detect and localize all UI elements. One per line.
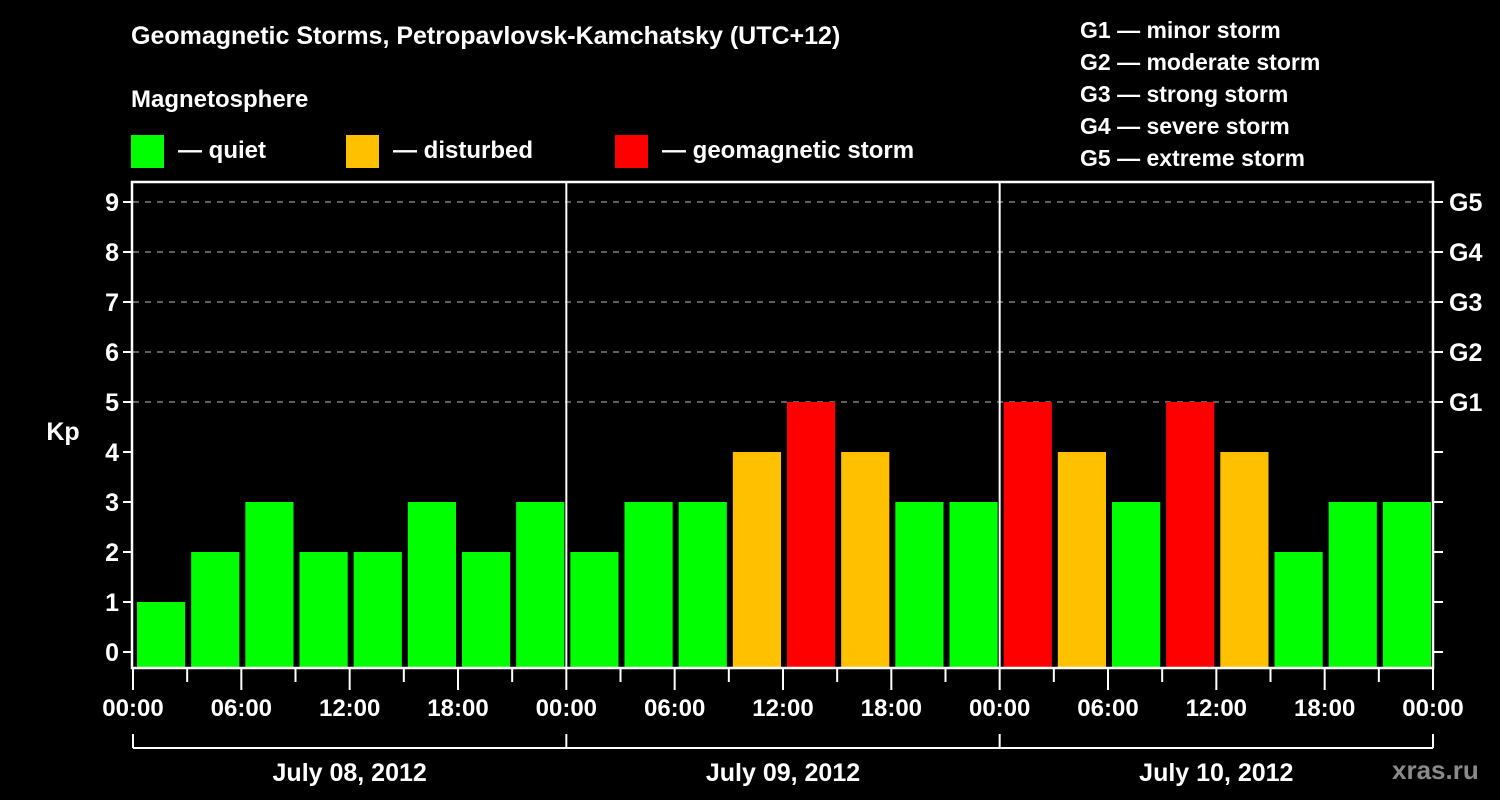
- kp-bar: [299, 552, 348, 667]
- y-tick-label: 9: [105, 189, 119, 217]
- kp-bar: [1112, 502, 1161, 667]
- legend-item-storm: — geomagnetic storm: [615, 134, 914, 168]
- kp-bar: [949, 502, 998, 667]
- y-tick-label: 5: [105, 389, 119, 417]
- right-axis-labels: G1 G2 G3 G4 G5: [1449, 189, 1482, 417]
- g-level-label: G4: [1449, 239, 1482, 267]
- storm-scale-g5: G5 — extreme storm: [1080, 145, 1305, 171]
- axes: [123, 180, 1443, 749]
- kp-bar: [1274, 552, 1323, 667]
- x-tick-label: 06:00: [644, 695, 705, 722]
- x-tick-label: 06:00: [211, 695, 272, 722]
- watermark: xras.ru: [1392, 755, 1479, 785]
- x-tick-label: 06:00: [1077, 695, 1138, 722]
- kp-bar: [1220, 452, 1269, 667]
- kp-bar: [1328, 502, 1377, 667]
- kp-bar: [1382, 502, 1431, 667]
- kp-bar: [191, 552, 240, 667]
- x-tick-label: 12:00: [752, 695, 813, 722]
- g-level-label: G3: [1449, 289, 1482, 317]
- x-tick-label: 18:00: [427, 695, 488, 722]
- x-tick-label: 00:00: [536, 695, 597, 722]
- legend-item-quiet: — quiet: [131, 134, 266, 168]
- kp-bar: [841, 452, 890, 667]
- y-tick-label: 4: [105, 439, 119, 467]
- kp-bar: [895, 502, 944, 667]
- x-tick-label: 00:00: [1402, 695, 1463, 722]
- y-tick-label: 8: [105, 239, 119, 267]
- y-axis-title: Kp: [46, 418, 79, 446]
- day-label: July 08, 2012: [273, 759, 427, 787]
- storm-scale-g2: G2 — moderate storm: [1080, 49, 1321, 75]
- kp-bar: [1166, 402, 1215, 667]
- y-tick-label: 7: [105, 289, 119, 317]
- kp-bar: [678, 502, 727, 667]
- day-label: July 10, 2012: [1139, 759, 1293, 787]
- kp-bar: [570, 552, 619, 667]
- legend-item-disturbed: — disturbed: [346, 134, 533, 168]
- kp-bar: [462, 552, 511, 667]
- x-tick-label: 18:00: [861, 695, 922, 722]
- x-tick-label: 00:00: [969, 695, 1030, 722]
- y-tick-label: 3: [105, 489, 119, 517]
- legend-label-quiet: — quiet: [178, 137, 266, 164]
- disturbed-swatch-icon: [346, 134, 379, 168]
- y-axis-labels: 0 1 2 3 4 5 6 7 8 9: [105, 189, 119, 667]
- y-tick-label: 0: [105, 639, 119, 667]
- kp-bar: [516, 502, 565, 667]
- y-tick-label: 2: [105, 539, 119, 567]
- grid-lines: [133, 201, 1433, 403]
- x-axis-labels: 00:00 06:00 12:00 18:00 00:00 06:00 12:00 18:00…: [102, 695, 1463, 722]
- storm-scale-legend: G1 — minor storm G2 — moderate storm G3 …: [1080, 14, 1320, 174]
- day-labels: July 08, 2012 July 09, 2012 July 10, 2012: [273, 759, 1294, 787]
- quiet-swatch-icon: [131, 134, 164, 168]
- storm-swatch-icon: [615, 134, 648, 168]
- x-tick-label: 00:00: [102, 695, 163, 722]
- kp-bar: [1003, 402, 1052, 667]
- chart-title: Geomagnetic Storms, Petropavlovsk-Kamcha…: [131, 22, 841, 50]
- chart-subtitle: Magnetosphere: [131, 86, 309, 113]
- x-tick-label: 12:00: [319, 695, 380, 722]
- g-level-label: G2: [1449, 339, 1482, 367]
- g-level-label: G5: [1449, 189, 1482, 217]
- kp-bar: [1057, 452, 1106, 667]
- day-label: July 09, 2012: [706, 759, 860, 787]
- kp-bar: [407, 502, 456, 667]
- kp-bar: [787, 402, 836, 667]
- storm-scale-g3: G3 — strong storm: [1080, 81, 1289, 107]
- legend-label-disturbed: — disturbed: [393, 137, 534, 164]
- x-tick-label: 18:00: [1294, 695, 1355, 722]
- y-tick-label: 6: [105, 339, 119, 367]
- g-level-label: G1: [1449, 389, 1482, 417]
- storm-scale-g4: G4 — severe storm: [1080, 113, 1290, 139]
- y-tick-label: 1: [105, 589, 119, 617]
- bar-series: [137, 402, 1431, 667]
- legend-label-storm: — geomagnetic storm: [662, 137, 915, 164]
- kp-bar: [624, 502, 673, 667]
- x-tick-label: 12:00: [1186, 695, 1247, 722]
- kp-bar: [732, 452, 781, 667]
- kp-bar: [353, 552, 402, 667]
- kp-bar: [137, 602, 186, 667]
- storm-scale-g1: G1 — minor storm: [1080, 17, 1281, 43]
- kp-bar: [245, 502, 294, 667]
